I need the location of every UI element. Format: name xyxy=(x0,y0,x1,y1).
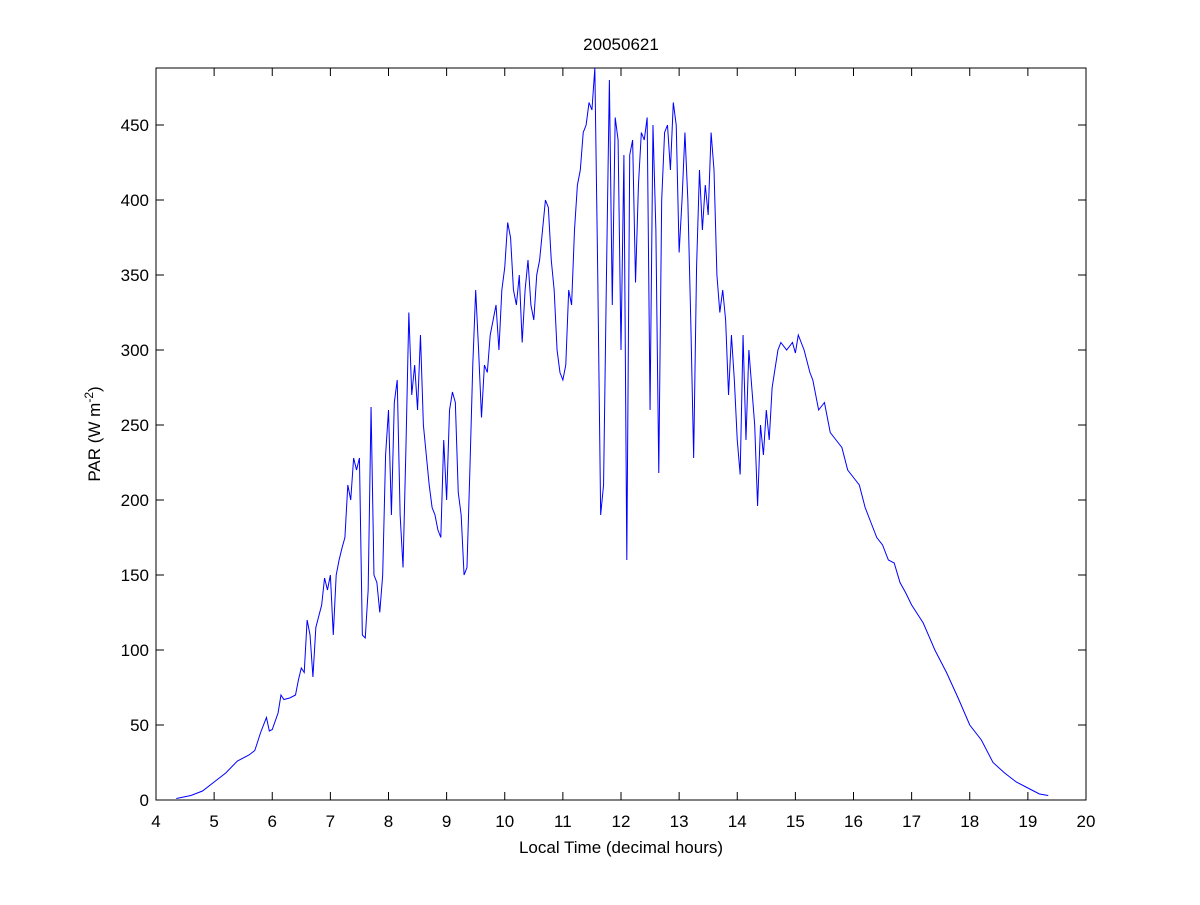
y-axis-label: PAR (W m-2) xyxy=(82,386,104,481)
y-tick-label: 250 xyxy=(121,416,149,435)
y-tick-label: 450 xyxy=(121,116,149,135)
y-tick-label: 350 xyxy=(121,266,149,285)
x-tick-label: 12 xyxy=(612,812,631,831)
x-tick-label: 8 xyxy=(384,812,393,831)
x-tick-label: 18 xyxy=(960,812,979,831)
x-tick-label: 7 xyxy=(326,812,335,831)
x-tick-label: 10 xyxy=(495,812,514,831)
y-tick-label: 0 xyxy=(140,791,149,810)
y-tick-label: 300 xyxy=(121,341,149,360)
x-tick-label: 20 xyxy=(1077,812,1096,831)
y-label-text: ) xyxy=(85,386,104,392)
x-tick-label: 9 xyxy=(442,812,451,831)
x-tick-label: 15 xyxy=(786,812,805,831)
x-tick-label: 4 xyxy=(151,812,160,831)
x-axis-label: Local Time (decimal hours) xyxy=(519,838,723,857)
data-line xyxy=(176,67,1049,799)
x-tick-label: 11 xyxy=(554,812,572,831)
y-tick-label: 100 xyxy=(121,641,149,660)
x-tick-label: 17 xyxy=(902,812,921,831)
y-tick-label: 50 xyxy=(130,716,149,735)
chart-title: 20050621 xyxy=(583,35,659,54)
y-label-text: PAR (W m xyxy=(85,403,104,482)
x-tick-label: 13 xyxy=(670,812,689,831)
y-tick-label: 150 xyxy=(121,566,149,585)
y-label-superscript: -2 xyxy=(82,392,96,403)
y-tick-label: 400 xyxy=(121,191,149,210)
x-tick-label: 14 xyxy=(728,812,747,831)
x-tick-label: 6 xyxy=(268,812,277,831)
x-tick-label: 16 xyxy=(844,812,863,831)
y-tick-label: 200 xyxy=(121,491,149,510)
x-tick-label: 19 xyxy=(1018,812,1037,831)
x-tick-label: 5 xyxy=(209,812,218,831)
